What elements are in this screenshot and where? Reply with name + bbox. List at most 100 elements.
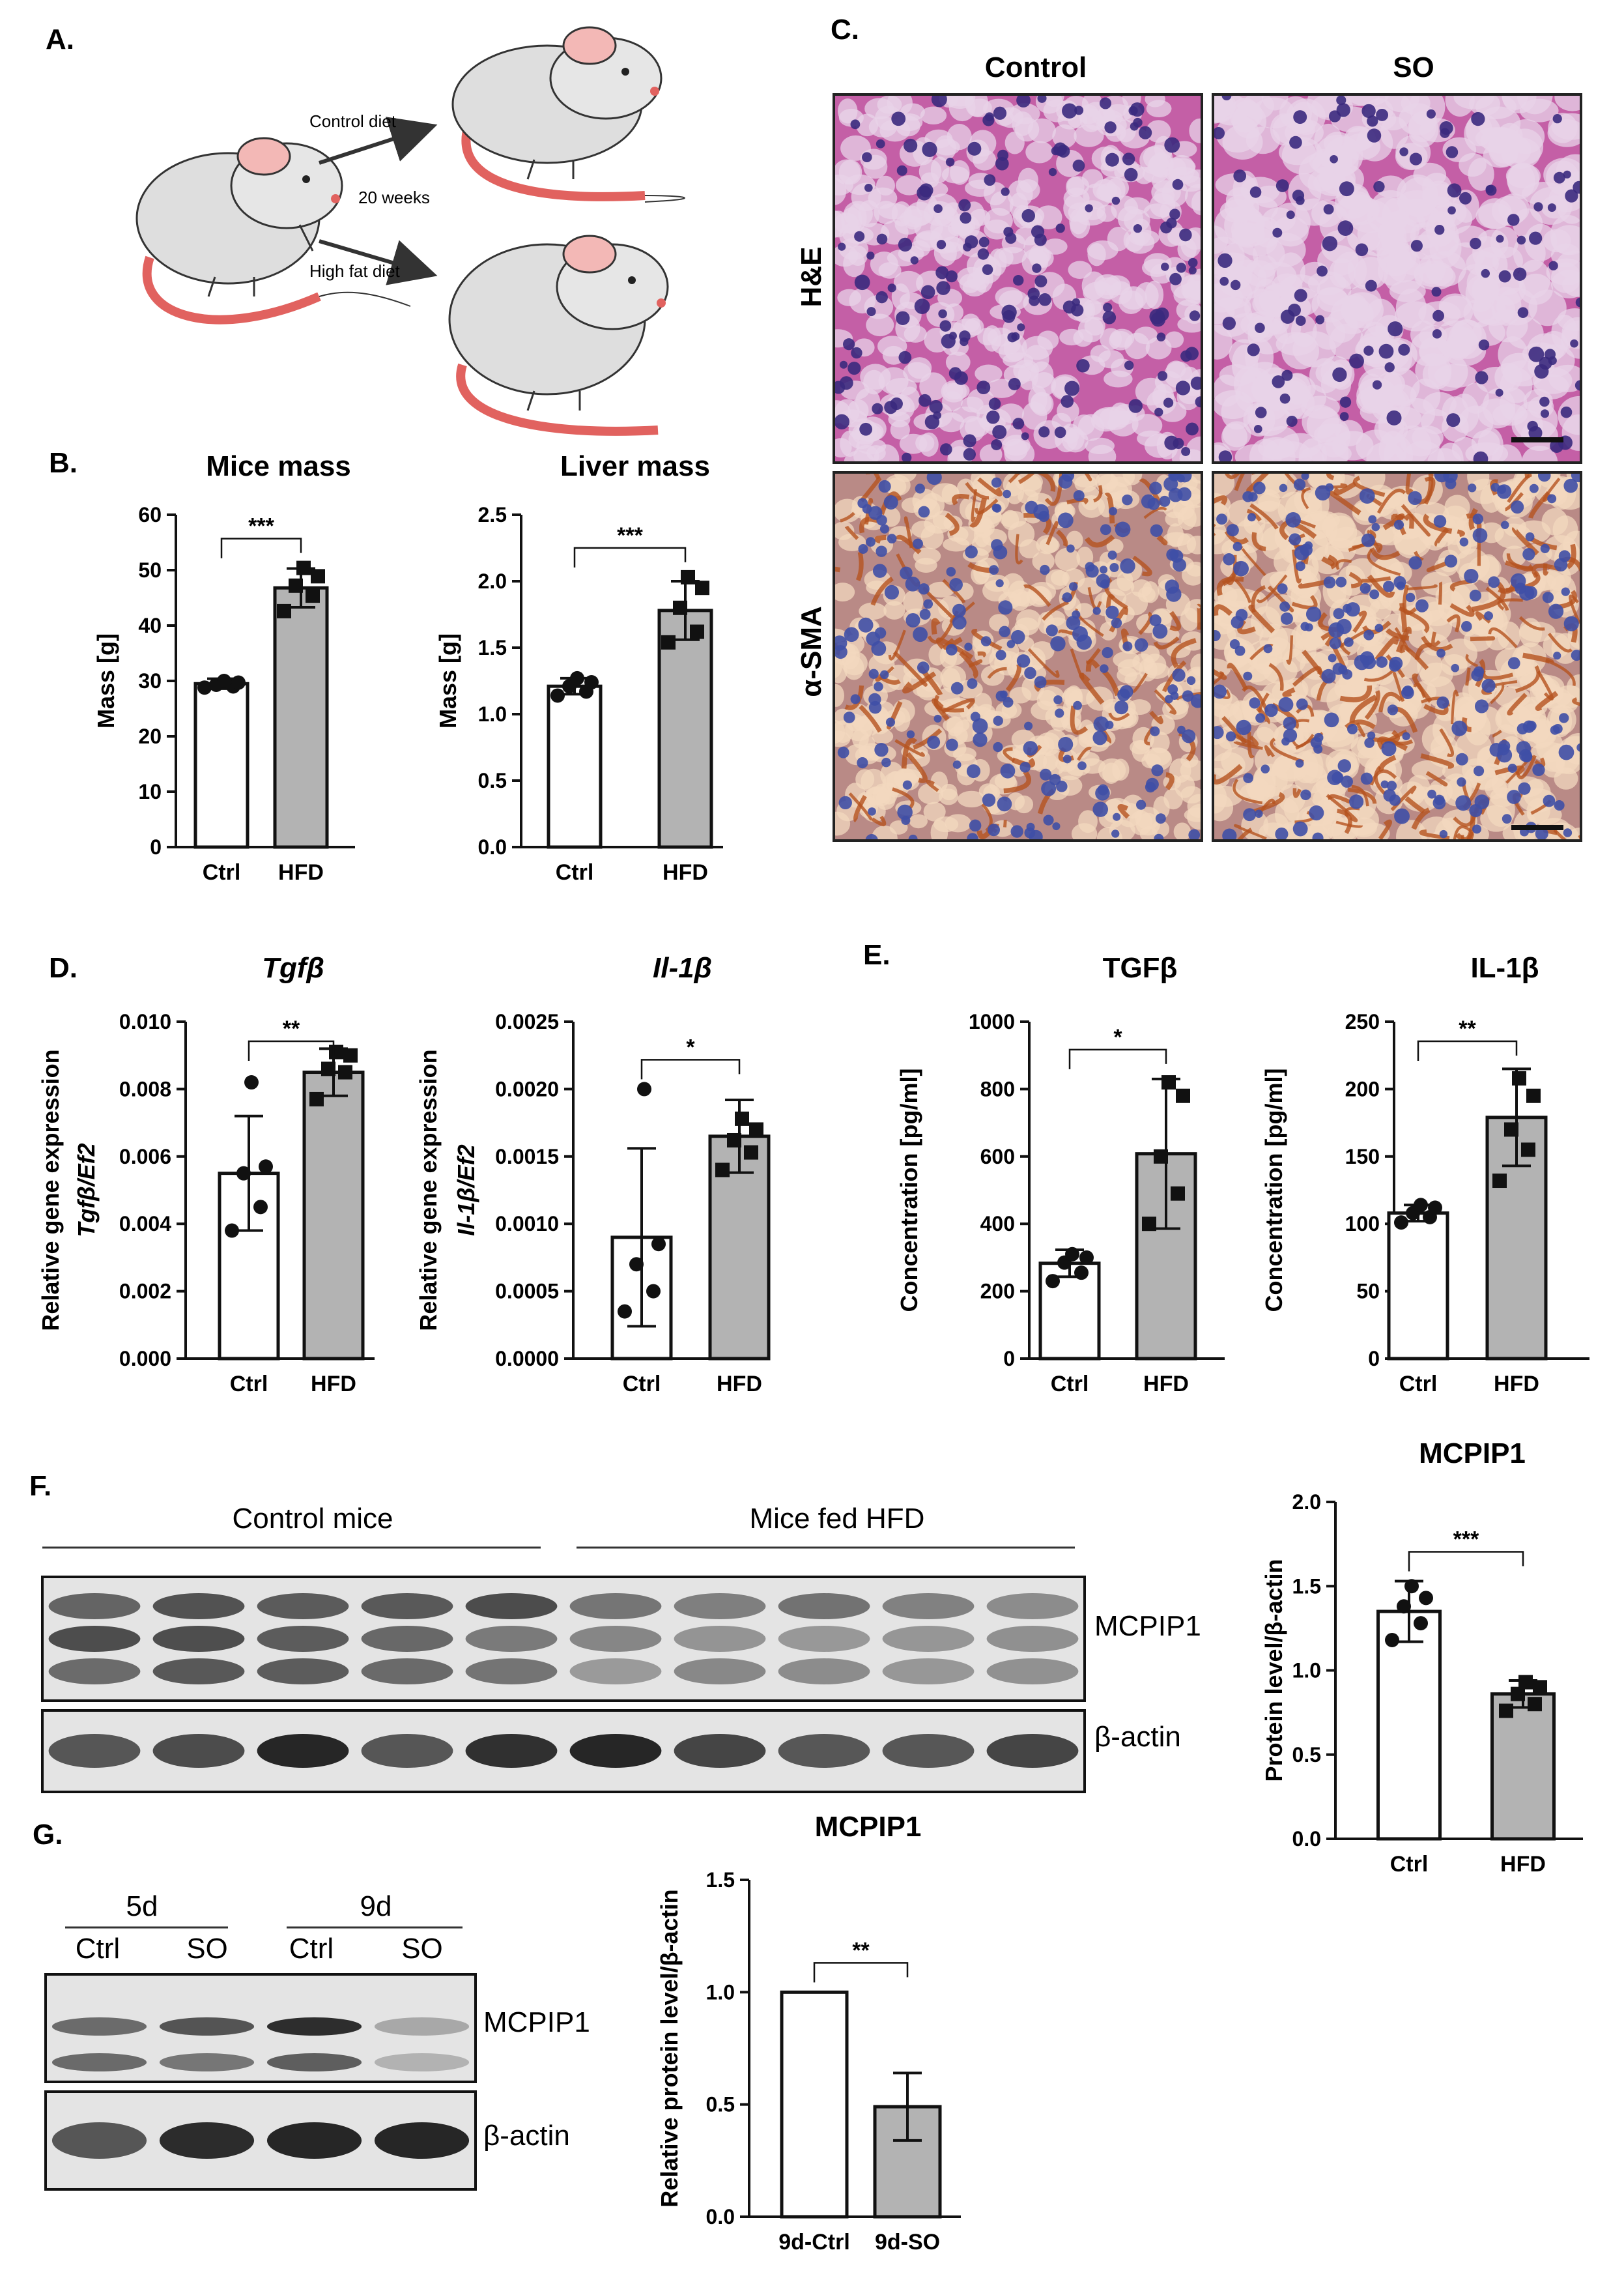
band [257, 1593, 349, 1619]
y-axis-label: Concentration [pg/ml] [1261, 1069, 1287, 1312]
blot-f-group-control: Control mice [233, 1503, 393, 1535]
he-control-image [833, 93, 1203, 464]
blot-g-group-5d: 5d [126, 1890, 158, 1922]
chart-tgfb-concentration: TGFβ 0 200 400 600 800 1000 Concentration [pg/m… [896, 952, 1225, 1396]
chart-title: TGFβ [1103, 952, 1178, 984]
bar-9d-ctrl [780, 1990, 849, 2219]
y-tick-label: 1.0 [1292, 1659, 1321, 1682]
band [674, 1658, 766, 1684]
band [361, 1626, 453, 1652]
significance-label: *** [617, 523, 643, 548]
y-tick-label: 200 [980, 1280, 1015, 1303]
category-label: HFD [717, 1372, 762, 1396]
data-point [1176, 1088, 1190, 1103]
data-point [1046, 1274, 1060, 1289]
category-label: HFD [662, 860, 708, 885]
band [159, 2053, 255, 2071]
significance-label: ** [283, 1017, 300, 1041]
category-label: Ctrl [556, 860, 594, 885]
y-tick-label: 1.0 [706, 1980, 735, 2004]
band [569, 1734, 662, 1768]
chart-tgfb-gene-expression: Tgfβ 0.000 0.002 0.004 0.006 0.008 0.010 Relati… [37, 952, 375, 1396]
band [257, 1658, 349, 1684]
data-point [277, 603, 291, 618]
data-point [1533, 1680, 1547, 1695]
band [374, 2053, 470, 2071]
data-point [651, 1237, 666, 1252]
chart-mcpip1-hfd: MCPIP1 0.0 0.5 1.0 1.5 2.0 Protein level/β-act… [1261, 1437, 1583, 1877]
category-label: Ctrl [230, 1372, 268, 1396]
y-axis-label-2: Il-1β/Ef2 [453, 1144, 479, 1235]
y-tick-label: 0.0015 [495, 1145, 559, 1168]
histology-row-he: H&E [795, 247, 827, 308]
band [152, 1734, 245, 1768]
y-tick-label: 0.5 [706, 2093, 735, 2116]
data-point [673, 600, 687, 615]
y-tick-label: 0.0000 [495, 1347, 559, 1370]
y-axis-label: Relative protein level/β-actin [656, 1889, 683, 2207]
category-label: HFD [278, 860, 324, 885]
data-point [1079, 1250, 1094, 1265]
band [986, 1734, 1079, 1768]
data-point [231, 675, 246, 690]
band [569, 1626, 662, 1652]
band [152, 1593, 245, 1619]
y-tick-label: 0.006 [119, 1145, 171, 1168]
data-point [244, 1075, 259, 1090]
y-tick-label: 600 [980, 1145, 1015, 1168]
data-point [289, 578, 303, 593]
panel-label-c: C. [831, 14, 859, 46]
band [152, 1626, 245, 1652]
significance-label: *** [248, 514, 274, 539]
data-point [1414, 1198, 1428, 1213]
image-border [1212, 471, 1582, 842]
y-tick-label: 0.0 [478, 835, 507, 859]
panel-label-b: B. [49, 447, 78, 479]
chart-title: MCPIP1 [815, 1811, 922, 1843]
bar-hfd [302, 1071, 365, 1361]
y-tick-label: 400 [980, 1212, 1015, 1235]
band [778, 1658, 870, 1684]
he-so-image [1212, 93, 1582, 464]
y-tick-label: 1.5 [478, 636, 507, 659]
data-point [311, 569, 325, 584]
band [361, 1593, 453, 1619]
y-axis-label-2: Tgfβ/Ef2 [73, 1143, 100, 1237]
band [674, 1734, 766, 1768]
data-point [1511, 1686, 1525, 1701]
y-tick-label: 0.0005 [495, 1280, 559, 1303]
blot-g-lane-1: Ctrl [76, 1933, 120, 1965]
data-point [715, 1162, 730, 1177]
significance-bracket [813, 1962, 909, 1983]
western-blot-g: 5d 9d Ctrl SO Ctrl SO MCPIP1 β-actin [44, 1890, 590, 2191]
band [48, 1626, 141, 1652]
y-axis-label: Mass [g] [434, 633, 461, 728]
panel-label-f: F. [29, 1470, 51, 1502]
band [266, 2122, 362, 2159]
y-tick-label: 1000 [969, 1010, 1015, 1033]
blot-g-group-9d: 9d [360, 1890, 392, 1922]
chart-mcpip1-so: MCPIP1 0.0 0.5 1.0 1.5 Relative protein level… [656, 1811, 961, 2255]
data-point [1154, 1149, 1168, 1164]
bar-hfd [1490, 1692, 1556, 1841]
y-tick-label: 0 [1003, 1347, 1015, 1370]
band [882, 1734, 975, 1768]
data-point [735, 1111, 749, 1126]
band [374, 2122, 470, 2159]
category-label: Ctrl [203, 860, 241, 885]
blot-g-band1-label: MCPIP1 [483, 2006, 590, 2038]
band [674, 1626, 766, 1652]
significance-label: * [1113, 1025, 1122, 1050]
band [48, 1658, 141, 1684]
hfd-label: High fat diet [309, 261, 401, 281]
blot-g-band2-label: β-actin [483, 2120, 570, 2152]
category-label: HFD [1143, 1372, 1189, 1396]
y-axis-label: Concentration [pg/ml] [896, 1069, 922, 1312]
chart-title: Tgfβ [262, 952, 324, 984]
data-point [1419, 1591, 1433, 1606]
band [465, 1658, 558, 1684]
image-border [1212, 93, 1582, 464]
data-point [1171, 1186, 1185, 1201]
band [882, 1626, 975, 1652]
